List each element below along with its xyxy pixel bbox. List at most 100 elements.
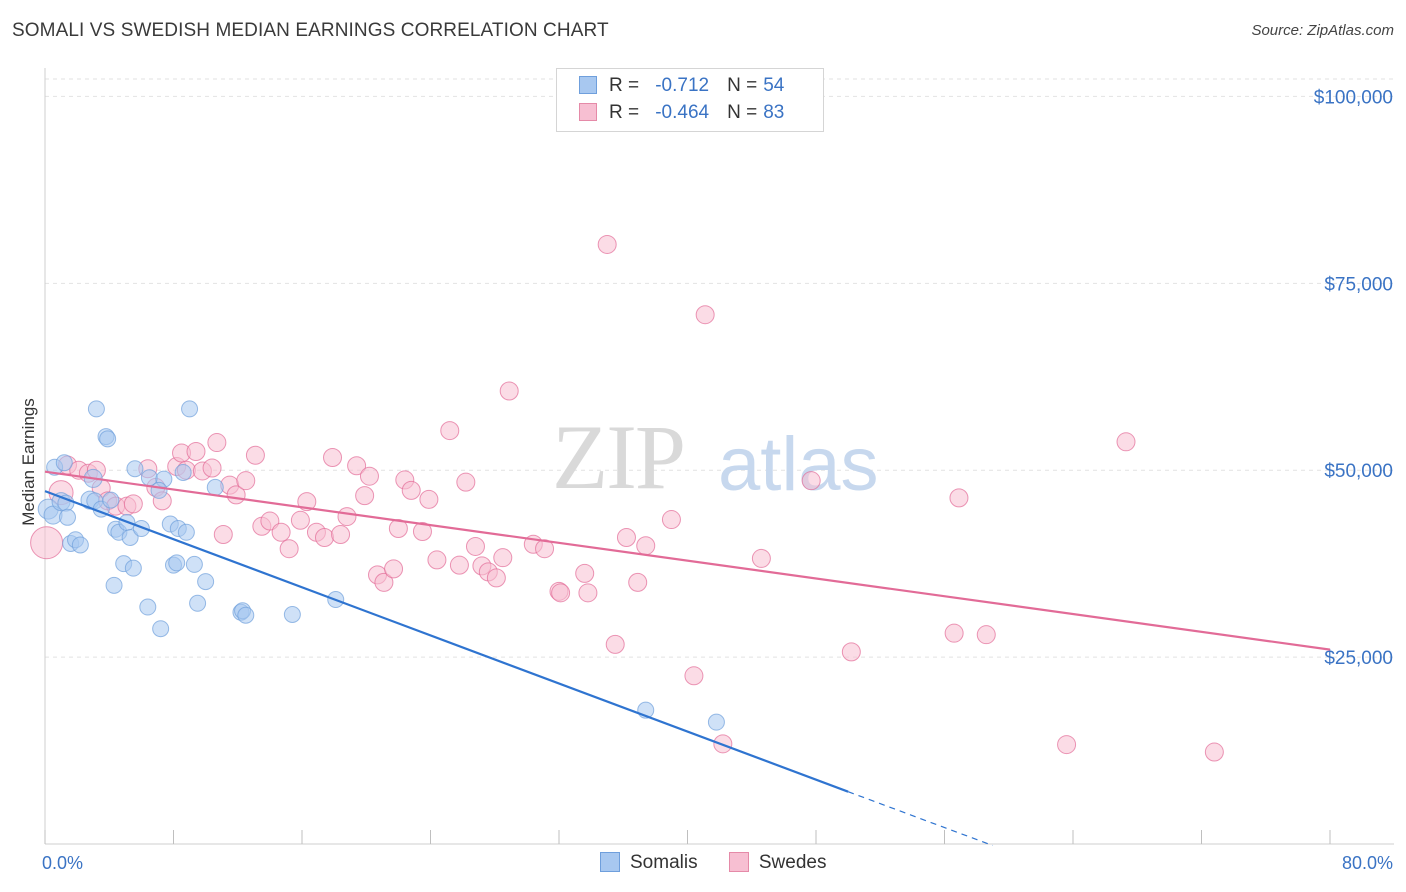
swedes-point: [493, 548, 513, 568]
somalis-point: [121, 528, 139, 546]
series-somalis: [37, 400, 725, 731]
swedes-point: [605, 634, 625, 654]
legend-item-somalis[interactable]: Somalis: [600, 852, 698, 874]
swedes-point: [1116, 432, 1136, 452]
somalis-point: [206, 478, 224, 496]
chart-title: SOMALI VS SWEDISH MEDIAN EARNINGS CORREL…: [12, 20, 609, 41]
legend-swatch-somalis: [600, 852, 620, 872]
swedes-point: [578, 583, 598, 603]
swedes-point: [297, 492, 317, 512]
swedes-point: [499, 381, 519, 401]
somalis-point: [181, 400, 199, 418]
somalis-point: [152, 620, 170, 638]
swedes-point: [535, 539, 555, 559]
somalis-point: [132, 520, 150, 538]
watermark: ZIP atlas: [552, 406, 879, 508]
somalis-point: [105, 576, 123, 594]
y-axis-label: Median Earnings: [19, 398, 38, 526]
y-tick-label: $25,000: [1324, 648, 1393, 669]
legend-r-label: R =: [609, 102, 640, 123]
legend-swatch-swedes: [728, 852, 749, 872]
legend-n-label: N =: [727, 102, 758, 123]
swedes-point: [331, 525, 351, 545]
somalis-point: [237, 606, 255, 624]
somalis-point: [185, 555, 203, 573]
swedes-point: [401, 480, 421, 500]
swedes-point: [440, 421, 460, 441]
legend-n-label: N =: [727, 75, 758, 96]
swedes-point: [1204, 742, 1224, 762]
legend-item-swedes[interactable]: Swedes: [728, 852, 827, 874]
swedes-point: [841, 642, 861, 662]
somalis-point: [189, 594, 207, 612]
swedes-point: [355, 486, 375, 506]
somalis-point: [168, 554, 186, 572]
swedes-point: [616, 527, 636, 547]
y-tick-labels: $25,000 $50,000 $75,000 $100,000: [1314, 87, 1393, 669]
watermark-atlas: atlas: [718, 422, 879, 507]
y-tick-label: $50,000: [1324, 461, 1393, 482]
swedes-point: [628, 572, 648, 592]
somalis-point: [87, 400, 105, 418]
gridlines: [45, 78, 1394, 658]
legend-r-value: -0.712: [655, 75, 710, 96]
swedes-point: [944, 623, 964, 643]
swedes-point: [290, 510, 310, 530]
legend-swatch-somalis: [579, 76, 597, 94]
somalis-point: [174, 463, 192, 481]
x-tick-label-max: 80.0%: [1342, 853, 1393, 873]
swedes-point: [323, 448, 343, 468]
legend-label-swedes: Swedes: [758, 852, 827, 873]
swedes-point: [245, 445, 265, 465]
swedes-point: [337, 507, 357, 527]
swedes-point: [202, 458, 222, 478]
somalis-point: [139, 598, 157, 616]
legend-label-somalis: Somalis: [630, 852, 698, 873]
correlation-legend: R = -0.712 N = 54 R = -0.464 N = 83: [556, 68, 824, 132]
somalis-point: [55, 454, 73, 472]
somalis-point: [150, 481, 168, 499]
swedes-point: [30, 526, 64, 560]
series-legend: Somalis Swedes: [600, 852, 852, 874]
somalis-point: [71, 536, 89, 554]
swedes-point: [1057, 735, 1077, 755]
trendlines: [44, 470, 1331, 847]
somalis-point: [197, 573, 215, 591]
swedes-point: [347, 456, 367, 476]
y-tick-label: $100,000: [1314, 87, 1393, 108]
swedes-point: [123, 494, 143, 514]
legend-row-swedes: R = -0.464 N = 83: [579, 102, 784, 126]
trendline-somalis: [44, 490, 849, 793]
somalis-point: [126, 460, 144, 478]
somalis-point: [124, 559, 142, 577]
swedes-point: [384, 559, 404, 579]
swedes-point: [976, 625, 996, 645]
axes: [44, 68, 1394, 845]
swedes-point: [427, 550, 447, 570]
swedes-point: [236, 471, 256, 491]
trendline-somalis-extension: [847, 791, 993, 847]
y-tick-label: $75,000: [1324, 274, 1393, 295]
trendline-swedes: [44, 470, 1331, 651]
swedes-point: [449, 555, 469, 575]
swedes-point: [419, 489, 439, 509]
somalis-point: [99, 430, 117, 448]
somalis-point: [58, 508, 76, 526]
legend-n-value: 83: [763, 102, 785, 123]
swedes-point: [465, 536, 485, 556]
swedes-point: [486, 568, 506, 588]
swedes-point: [207, 433, 227, 453]
swedes-point: [597, 234, 617, 254]
swedes-point: [279, 539, 299, 559]
swedes-point: [661, 510, 681, 530]
swedes-point: [751, 548, 771, 568]
swedes-point: [575, 563, 595, 583]
swedes-point: [374, 572, 394, 592]
swedes-point: [801, 471, 821, 491]
swedes-point: [636, 536, 656, 556]
swedes-point: [186, 442, 206, 462]
swedes-point: [412, 522, 432, 542]
legend-r-value: -0.464: [655, 102, 710, 123]
legend-swatch-swedes: [579, 103, 597, 121]
